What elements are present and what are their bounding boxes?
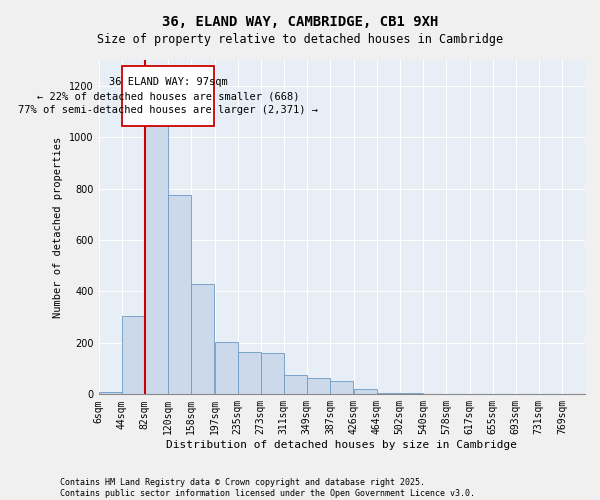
Bar [238, 352, 260, 395]
X-axis label: Distribution of detached houses by size in Cambridge: Distribution of detached houses by size … [166, 440, 517, 450]
Bar [122, 66, 214, 126]
Bar [145, 86, 168, 394]
Y-axis label: Number of detached properties: Number of detached properties [53, 136, 64, 318]
Bar [377, 393, 400, 394]
Bar [284, 375, 307, 394]
Bar [122, 316, 145, 394]
Bar [168, 195, 191, 394]
Bar [307, 378, 330, 394]
Bar [215, 342, 238, 394]
Bar [260, 353, 284, 395]
Bar [98, 392, 122, 394]
Text: 36, ELAND WAY, CAMBRIDGE, CB1 9XH: 36, ELAND WAY, CAMBRIDGE, CB1 9XH [162, 15, 438, 29]
Bar [330, 382, 353, 394]
Bar [191, 284, 214, 395]
Text: Size of property relative to detached houses in Cambridge: Size of property relative to detached ho… [97, 32, 503, 46]
Bar [400, 393, 423, 394]
Text: Contains HM Land Registry data © Crown copyright and database right 2025.
Contai: Contains HM Land Registry data © Crown c… [60, 478, 475, 498]
Text: 36 ELAND WAY: 97sqm
← 22% of detached houses are smaller (668)
77% of semi-detac: 36 ELAND WAY: 97sqm ← 22% of detached ho… [18, 77, 318, 115]
Bar [353, 389, 377, 394]
